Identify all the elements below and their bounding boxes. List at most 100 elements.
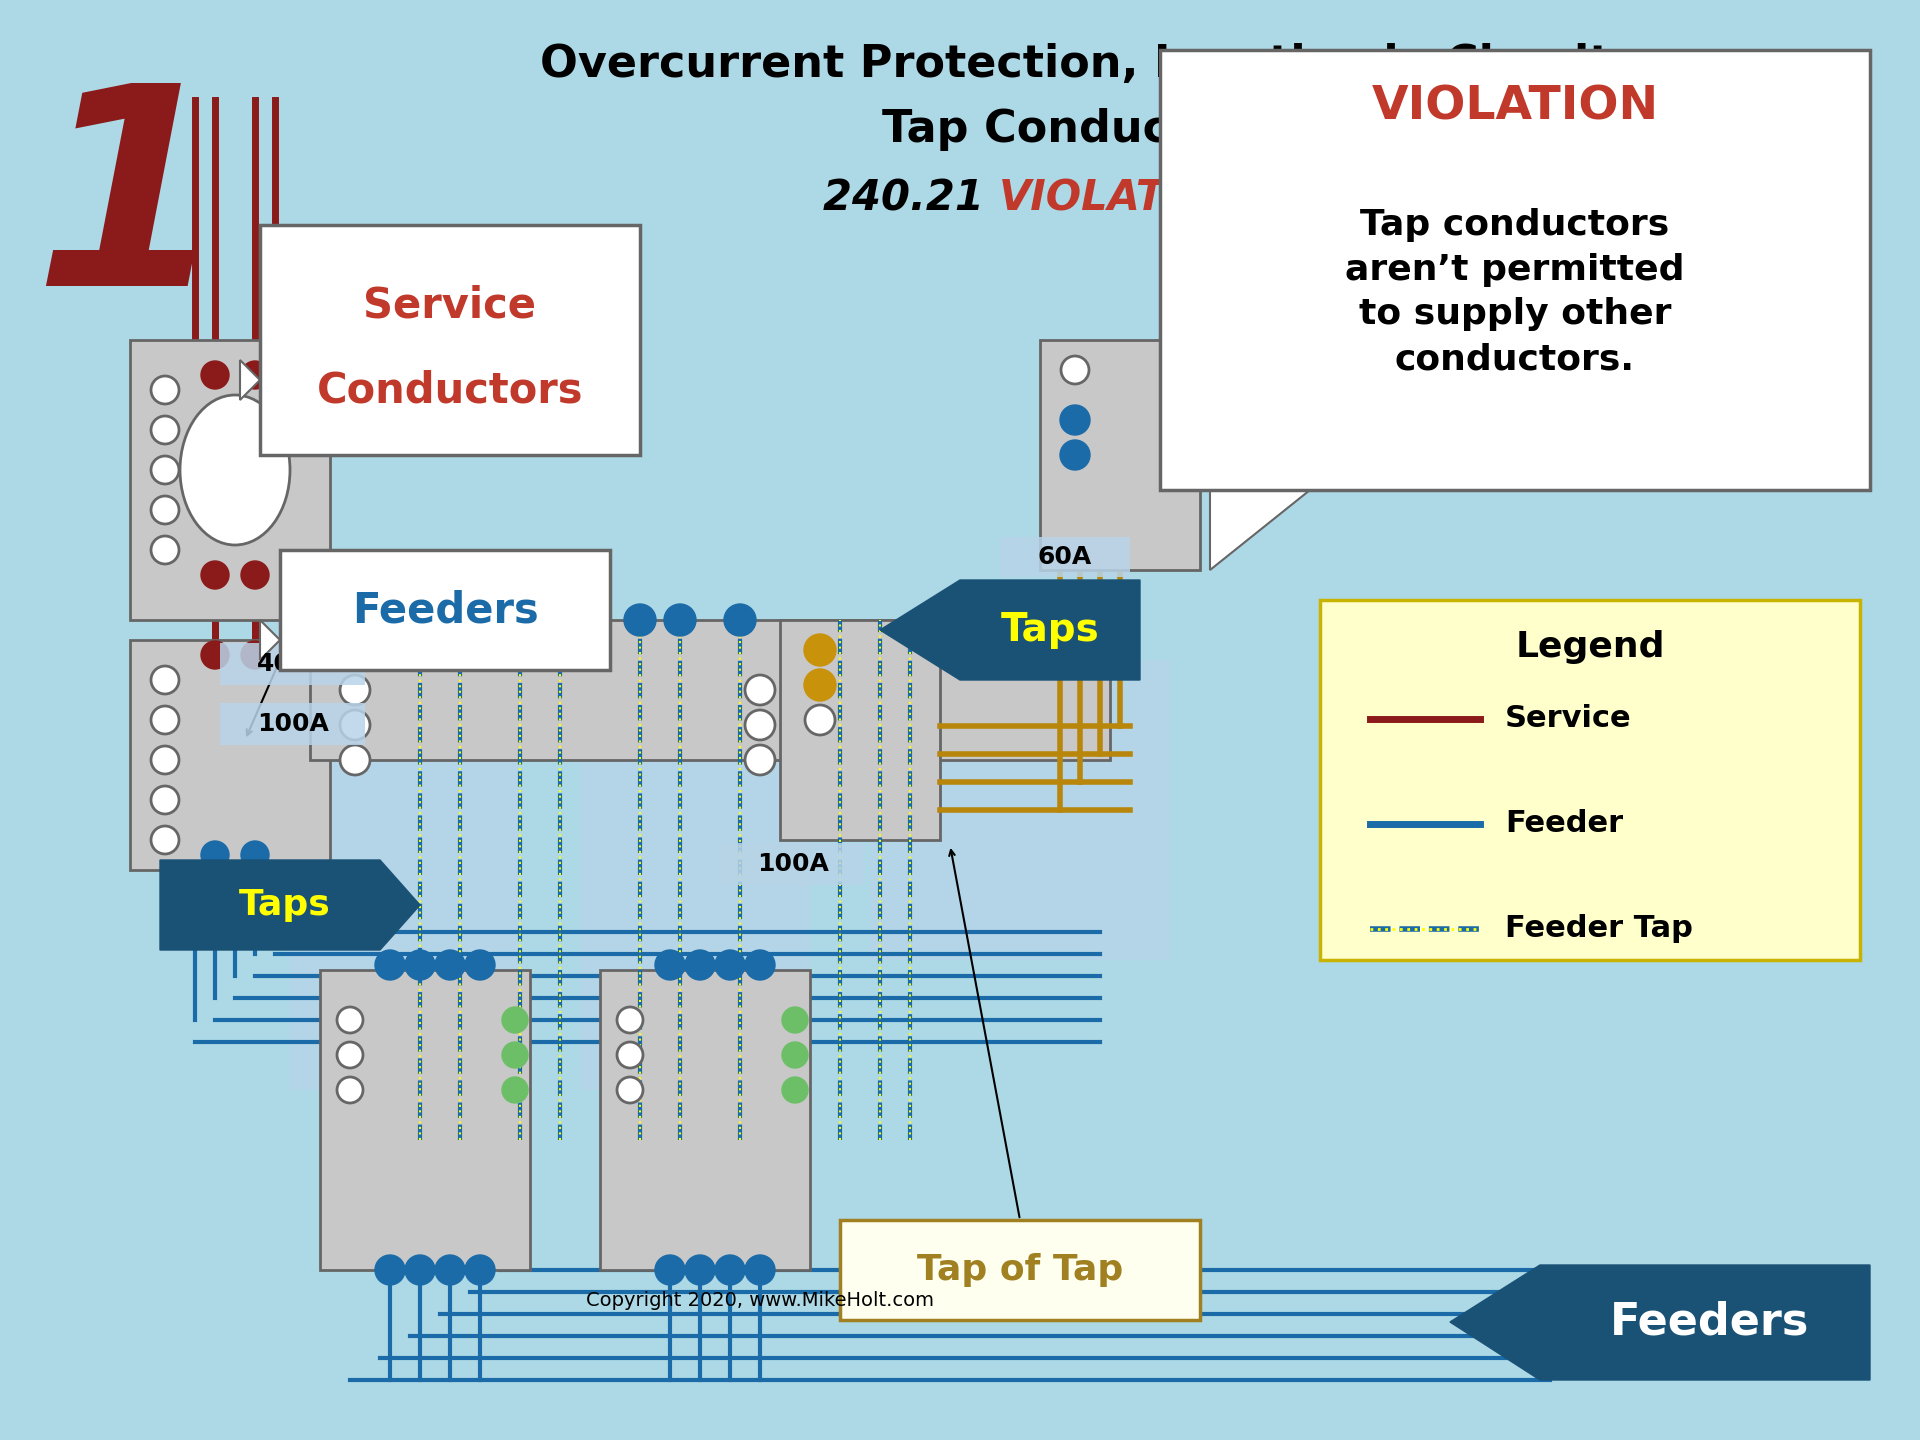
Circle shape: [745, 1256, 776, 1284]
Circle shape: [152, 376, 179, 405]
Circle shape: [152, 786, 179, 814]
Circle shape: [202, 361, 228, 389]
Circle shape: [804, 706, 835, 734]
Text: Taps: Taps: [1000, 611, 1100, 649]
FancyBboxPatch shape: [720, 842, 866, 886]
Circle shape: [405, 950, 436, 981]
FancyBboxPatch shape: [780, 621, 941, 840]
Circle shape: [804, 670, 835, 701]
Text: 240.21: 240.21: [824, 177, 998, 220]
Circle shape: [374, 1256, 405, 1284]
FancyBboxPatch shape: [1000, 537, 1131, 577]
Text: 400A: 400A: [257, 652, 328, 675]
Circle shape: [1062, 356, 1089, 384]
Polygon shape: [259, 621, 280, 660]
Circle shape: [543, 603, 576, 636]
Ellipse shape: [180, 395, 290, 544]
Circle shape: [724, 603, 756, 636]
Text: Feeders: Feeders: [351, 589, 538, 631]
Circle shape: [202, 641, 228, 670]
Circle shape: [202, 562, 228, 589]
Circle shape: [714, 1256, 745, 1284]
Polygon shape: [879, 580, 1140, 680]
Circle shape: [338, 1077, 363, 1103]
Polygon shape: [1450, 1264, 1870, 1380]
Text: VIOLATION: VIOLATION: [998, 177, 1250, 220]
Circle shape: [781, 1007, 808, 1032]
Circle shape: [685, 1256, 714, 1284]
Circle shape: [624, 603, 657, 636]
Text: Service: Service: [363, 285, 536, 327]
Circle shape: [616, 1007, 643, 1032]
FancyBboxPatch shape: [290, 621, 520, 1090]
FancyBboxPatch shape: [221, 703, 365, 744]
Circle shape: [436, 950, 465, 981]
Circle shape: [340, 744, 371, 775]
Circle shape: [152, 456, 179, 484]
Text: Taps: Taps: [240, 888, 330, 922]
Circle shape: [616, 1077, 643, 1103]
Circle shape: [338, 1007, 363, 1032]
FancyBboxPatch shape: [280, 550, 611, 670]
FancyBboxPatch shape: [259, 225, 639, 455]
Circle shape: [501, 1043, 528, 1068]
Polygon shape: [1210, 490, 1309, 570]
Text: Feeder Tap: Feeder Tap: [1505, 914, 1693, 943]
Circle shape: [242, 841, 269, 868]
Text: 1: 1: [33, 73, 227, 344]
Circle shape: [1060, 441, 1091, 469]
FancyBboxPatch shape: [131, 340, 330, 621]
Circle shape: [152, 827, 179, 854]
Polygon shape: [240, 360, 259, 400]
FancyBboxPatch shape: [221, 644, 365, 685]
Circle shape: [152, 706, 179, 734]
Circle shape: [804, 634, 835, 665]
Text: Feeders: Feeders: [1611, 1300, 1811, 1344]
FancyBboxPatch shape: [841, 1220, 1200, 1320]
Circle shape: [745, 744, 776, 775]
Circle shape: [340, 675, 371, 706]
Circle shape: [465, 950, 495, 981]
Text: Copyright 2020, www.MikeHolt.com: Copyright 2020, www.MikeHolt.com: [586, 1290, 933, 1309]
Circle shape: [405, 1256, 436, 1284]
Text: Conductors: Conductors: [317, 370, 584, 412]
Circle shape: [340, 710, 371, 740]
FancyBboxPatch shape: [870, 660, 1169, 960]
Circle shape: [152, 665, 179, 694]
Circle shape: [655, 1256, 685, 1284]
FancyBboxPatch shape: [599, 971, 810, 1270]
Circle shape: [242, 361, 269, 389]
Circle shape: [242, 562, 269, 589]
Circle shape: [338, 1043, 363, 1068]
Text: 100A: 100A: [756, 852, 829, 876]
Polygon shape: [159, 860, 420, 950]
FancyBboxPatch shape: [1041, 340, 1200, 570]
Circle shape: [152, 536, 179, 564]
Text: Overcurrent Protection, Location in Circuit: Overcurrent Protection, Location in Circ…: [540, 43, 1611, 86]
Circle shape: [655, 950, 685, 981]
Circle shape: [374, 950, 405, 981]
Circle shape: [685, 950, 714, 981]
FancyBboxPatch shape: [1160, 50, 1870, 490]
Circle shape: [403, 603, 436, 636]
Circle shape: [242, 641, 269, 670]
Circle shape: [503, 603, 536, 636]
FancyBboxPatch shape: [1321, 600, 1860, 960]
Circle shape: [444, 603, 476, 636]
Circle shape: [152, 746, 179, 775]
Circle shape: [781, 1077, 808, 1103]
Text: 60A: 60A: [1039, 544, 1092, 569]
Circle shape: [745, 950, 776, 981]
FancyBboxPatch shape: [580, 621, 810, 1090]
FancyBboxPatch shape: [131, 639, 330, 870]
Text: 100A: 100A: [257, 711, 328, 736]
Circle shape: [745, 675, 776, 706]
Circle shape: [202, 841, 228, 868]
Circle shape: [501, 1077, 528, 1103]
Circle shape: [501, 1007, 528, 1032]
Text: Tap Conductors: Tap Conductors: [881, 108, 1269, 151]
Circle shape: [152, 495, 179, 524]
Text: Tap conductors
aren’t permitted
to supply other
conductors.: Tap conductors aren’t permitted to suppl…: [1346, 207, 1684, 376]
Circle shape: [616, 1043, 643, 1068]
Circle shape: [714, 950, 745, 981]
